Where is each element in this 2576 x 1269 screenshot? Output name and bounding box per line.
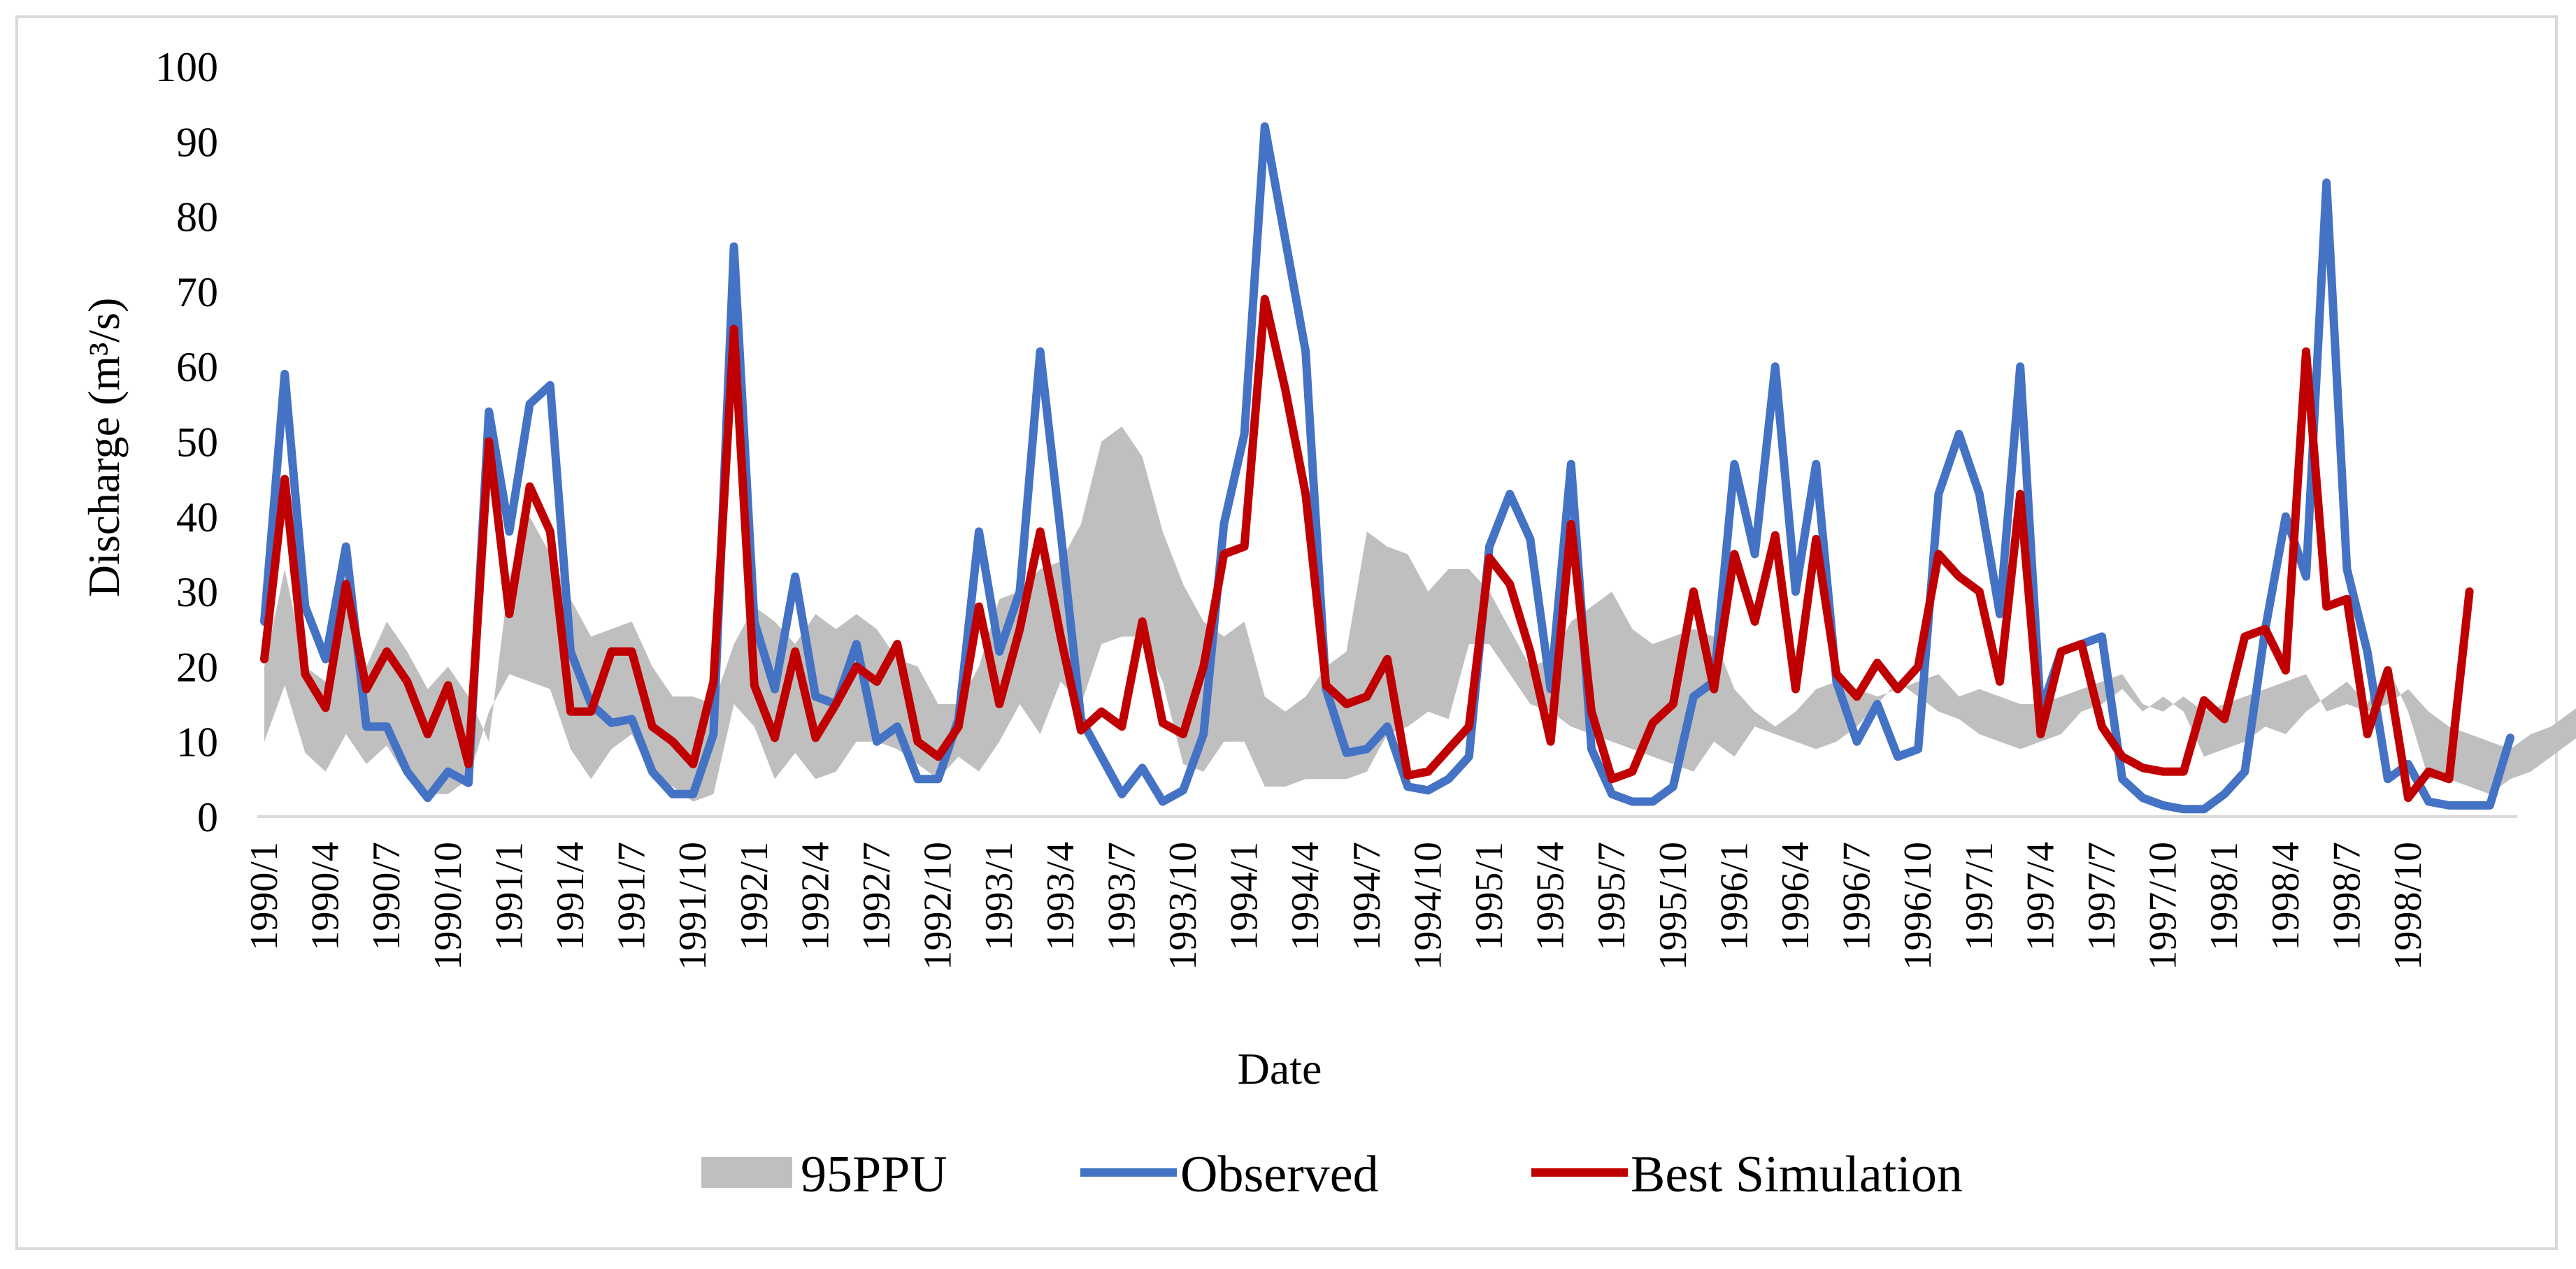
legend-label-95ppu: 95PPU: [801, 1146, 947, 1203]
y-axis-title: Discharge (m³/s): [79, 298, 129, 598]
x-tick-label: 1998/10: [2387, 842, 2430, 970]
x-tick-label: 1994/1: [1223, 842, 1266, 951]
x-tick-label: 1990/1: [243, 842, 286, 951]
x-axis-title: Date: [1238, 1044, 1322, 1094]
legend-swatch-95ppu: [701, 1157, 792, 1188]
chart-frame: [15, 15, 2558, 1250]
y-tick-label: 50: [176, 420, 218, 466]
x-tick-label: 1997/4: [2019, 842, 2062, 951]
x-tick-label: 1996/1: [1712, 842, 1756, 951]
x-tick-label: 1997/7: [2080, 842, 2124, 951]
x-tick-label: 1993/1: [978, 842, 1021, 951]
legend-label-observed: Observed: [1180, 1146, 1379, 1203]
x-tick-label: 1996/10: [1896, 842, 1940, 970]
x-tick-label: 1993/4: [1039, 842, 1082, 951]
y-tick-label: 0: [197, 794, 218, 840]
band-95ppu: [264, 426, 2576, 802]
x-tick-label: 1997/1: [1958, 842, 2001, 951]
y-tick-label: 70: [176, 269, 218, 315]
series-layer: [260, 122, 2514, 814]
y-tick-label: 30: [176, 569, 218, 615]
x-tick-labels: 1990/1 1990/4 1990/7 1990/10 1991/1 1991/4 199…: [243, 842, 2430, 970]
series-line-observed: [260, 122, 2514, 814]
x-tick-label: 1996/4: [1774, 842, 1817, 951]
y-tick-label: 100: [155, 44, 218, 90]
x-tick-label: 1990/7: [365, 842, 408, 951]
legend: 95PPU Observed Best Simulation: [701, 1146, 1963, 1203]
x-tick-label: 1998/4: [2264, 842, 2307, 951]
y-tick-labels: 0 10 20 30 40 50 60 70 80 90 100: [155, 44, 218, 840]
x-tick-label: 1991/7: [610, 842, 654, 951]
x-tick-label: 1994/10: [1406, 842, 1450, 970]
y-tick-label: 60: [176, 344, 218, 390]
x-tick-label: 1991/10: [671, 842, 715, 970]
y-tick-label: 20: [176, 644, 218, 690]
x-tick-label: 1995/10: [1652, 842, 1695, 970]
x-tick-label: 1992/7: [855, 842, 899, 951]
x-tick-label: 1991/1: [487, 842, 531, 951]
x-tick-label: 1997/10: [2142, 842, 2185, 970]
x-tick-label: 1998/7: [2325, 842, 2368, 951]
x-tick-label: 1996/7: [1836, 842, 1879, 951]
y-tick-label: 90: [176, 119, 218, 165]
x-tick-label: 1995/1: [1468, 842, 1511, 951]
x-tick-label: 1995/4: [1529, 842, 1573, 951]
y-tick-label: 10: [176, 719, 218, 766]
y-tick-label: 80: [176, 194, 218, 241]
x-tick-label: 1994/4: [1284, 842, 1327, 951]
x-tick-label: 1995/7: [1590, 842, 1633, 951]
x-tick-label: 1991/4: [549, 842, 592, 951]
x-tick-label: 1990/4: [304, 842, 348, 951]
series-line-best-simulation: [260, 294, 2474, 803]
y-tick-label: 40: [176, 494, 218, 540]
x-tick-label: 1990/10: [427, 842, 470, 970]
legend-label-best-simulation: Best Simulation: [1631, 1146, 1963, 1203]
x-tick-label: 1993/10: [1161, 842, 1205, 970]
x-tick-label: 1992/1: [733, 842, 776, 951]
x-tick-label: 1993/7: [1100, 842, 1143, 951]
x-tick-label: 1992/4: [794, 842, 837, 951]
x-tick-label: 1998/1: [2203, 842, 2246, 951]
band-layer: [264, 426, 2576, 802]
x-tick-label: 1994/7: [1345, 842, 1389, 951]
x-tick-label: 1992/10: [917, 842, 960, 970]
